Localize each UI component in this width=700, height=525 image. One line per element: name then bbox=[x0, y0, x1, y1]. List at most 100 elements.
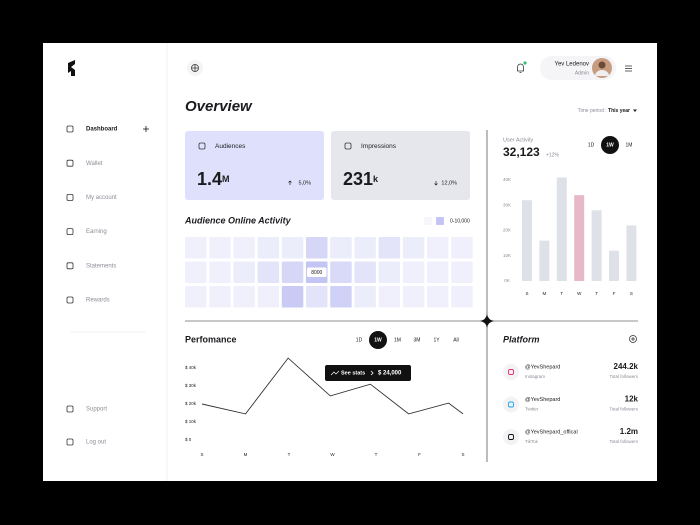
y-tick-label: $ 40k bbox=[185, 365, 197, 370]
user-name: Yev Ledenov bbox=[555, 62, 589, 68]
x-tick-label: S bbox=[200, 452, 203, 457]
card-label: Audiences bbox=[215, 143, 246, 150]
sidebar-nav: Dashboard Wallet My account Earning Statemen… bbox=[66, 125, 149, 446]
heat-cell bbox=[185, 286, 207, 308]
period-button[interactable]: 1M bbox=[626, 142, 633, 148]
menu-icon[interactable] bbox=[625, 65, 632, 72]
x-tick-label: S bbox=[525, 291, 528, 296]
period-button[interactable]: 3M bbox=[414, 337, 421, 343]
period-button[interactable]: 1Y bbox=[433, 337, 440, 343]
bell-icon[interactable] bbox=[517, 63, 524, 73]
bar bbox=[574, 195, 585, 281]
period-button[interactable]: All bbox=[453, 337, 459, 343]
card-change: 5,0% bbox=[298, 180, 311, 186]
stat-cards: Audiences 1.4M 5,0% Impressions 231k 12,0% bbox=[185, 131, 470, 200]
x-tick-label: T bbox=[560, 291, 563, 296]
activity-title: Audience Online Activity bbox=[184, 215, 292, 225]
heat-cell bbox=[281, 237, 304, 259]
nav-icon bbox=[66, 438, 74, 446]
x-tick-label: W bbox=[577, 291, 582, 296]
notification-dot bbox=[523, 61, 527, 65]
cell-label: 8000 bbox=[311, 270, 322, 276]
time-period[interactable]: Time period : This year bbox=[578, 108, 630, 114]
bar bbox=[522, 200, 532, 281]
period-button[interactable]: 1D bbox=[356, 337, 363, 343]
platform-caption: Total followers bbox=[609, 407, 638, 412]
y-tick-label: $ 30k bbox=[185, 383, 197, 388]
period-active[interactable] bbox=[601, 136, 619, 154]
period-button[interactable]: 1W bbox=[374, 337, 382, 343]
platform-icon bbox=[508, 434, 514, 440]
heat-cell bbox=[402, 237, 425, 259]
nav-item[interactable]: Dashboard bbox=[86, 127, 118, 133]
platform-list: @YevShepard Instagram 244.2k Total follower… bbox=[503, 362, 639, 445]
platform-icon-bg bbox=[503, 429, 519, 445]
dropdown-caret bbox=[633, 109, 637, 112]
nav-item[interactable]: Support bbox=[86, 407, 107, 413]
period-button[interactable]: 1D bbox=[588, 142, 595, 148]
legend-low bbox=[424, 217, 432, 225]
nav-icon bbox=[66, 296, 74, 304]
x-tick-label: F bbox=[418, 452, 421, 457]
chart-title: Perfomance bbox=[185, 334, 237, 344]
nav-item[interactable]: Earning bbox=[86, 229, 107, 235]
platform-followers: 12k bbox=[625, 395, 639, 404]
heat-cell bbox=[257, 237, 280, 259]
bar bbox=[609, 250, 619, 281]
nav-item[interactable]: Rewards bbox=[86, 298, 110, 304]
nav-item[interactable]: Log out bbox=[86, 440, 106, 446]
user-activity-chart: 1D 1W 1M 0K 10K 20K 30K 40K S M T W T F S bbox=[503, 136, 637, 296]
card-label: Impressions bbox=[361, 143, 397, 150]
y-tick-label: 30K bbox=[503, 202, 511, 207]
platform-handle: @YevShepard bbox=[525, 397, 560, 403]
tooltip[interactable] bbox=[325, 365, 411, 381]
period-button[interactable]: 1M bbox=[394, 337, 401, 343]
add-platform[interactable] bbox=[629, 335, 637, 343]
avatar-head bbox=[598, 61, 606, 69]
nav-icon bbox=[66, 262, 74, 270]
period-active[interactable] bbox=[369, 331, 387, 349]
user-role: Admin bbox=[575, 70, 589, 76]
heat-cell bbox=[354, 237, 376, 259]
legend-high bbox=[436, 217, 444, 225]
globe-lines bbox=[191, 64, 199, 72]
x-tick-label: W bbox=[330, 452, 335, 457]
nav-item[interactable]: Statements bbox=[86, 263, 116, 269]
platform-network: Twitter bbox=[525, 407, 539, 412]
y-tick-label: $ 20k bbox=[185, 401, 197, 406]
user-activity-label: User Activity bbox=[503, 137, 534, 143]
change-arrow bbox=[434, 181, 438, 186]
heat-cell bbox=[306, 286, 328, 308]
performance-chart: Perfomance 1D 1W 1M 3M 1Y All $ 0 $ 10k $ 20k $ 30… bbox=[185, 331, 465, 457]
x-tick-label: T bbox=[375, 452, 378, 457]
avatar-body bbox=[595, 70, 609, 76]
heat-cell bbox=[233, 286, 255, 308]
user-activity-change: +12% bbox=[546, 152, 559, 158]
logo[interactable] bbox=[68, 60, 75, 76]
platform-icon-bg bbox=[503, 396, 519, 413]
time-period-value: This year bbox=[608, 108, 630, 114]
heat-cell bbox=[185, 237, 207, 259]
heat-cell bbox=[209, 261, 231, 283]
heat-cell bbox=[185, 261, 207, 283]
bar bbox=[556, 177, 567, 281]
nav-icon bbox=[66, 405, 74, 413]
period-button[interactable]: 1W bbox=[606, 142, 614, 148]
x-tick-label: T bbox=[595, 291, 598, 296]
platform-handle: @YevShepard bbox=[525, 364, 560, 370]
activity-heatmap: 0-10,000 8000 bbox=[185, 217, 473, 308]
nav-item[interactable]: Wallet bbox=[86, 161, 103, 167]
nav-item[interactable]: My account bbox=[86, 195, 117, 201]
platform-icon bbox=[508, 369, 514, 375]
x-tick-label: S bbox=[461, 452, 464, 457]
legend-label: 0-10,000 bbox=[450, 218, 470, 224]
bar bbox=[539, 240, 550, 281]
heat-cell bbox=[209, 237, 231, 259]
y-tick-label: 10K bbox=[503, 253, 511, 258]
heat-cell bbox=[330, 261, 352, 283]
tooltip-value: $ 24,000 bbox=[378, 371, 402, 377]
heat-cell bbox=[306, 237, 328, 259]
platform-title: Platform bbox=[503, 334, 540, 344]
platform-caption: Total followers bbox=[609, 374, 638, 379]
